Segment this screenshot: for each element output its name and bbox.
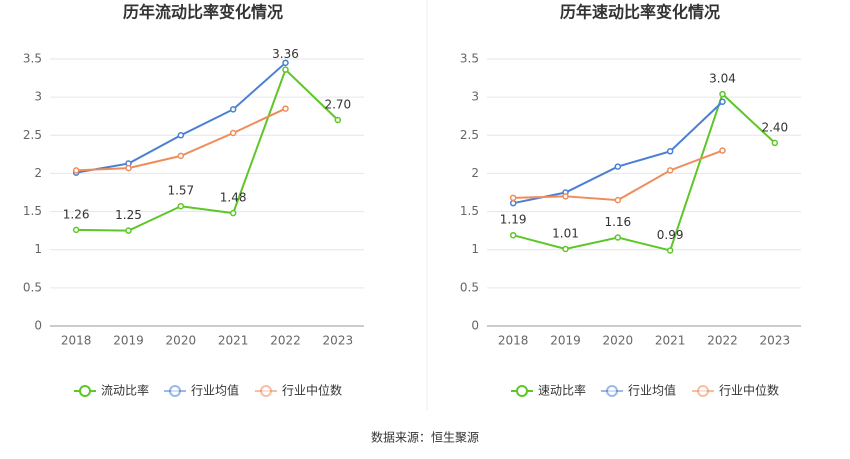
x-tick-label: 2019 [550,334,581,348]
legend-label: 流动比率 [101,383,149,398]
data-label: 1.19 [500,213,527,227]
legend-label: 行业均值 [191,383,239,398]
data-label: 3.36 [272,47,299,61]
data-point [666,247,674,254]
legend-marker [697,385,709,397]
data-point [282,105,289,112]
legend-marker [606,385,618,397]
data-label: 1.57 [167,184,194,198]
data-point [177,202,185,210]
x-tick-label: 2023 [323,334,354,348]
legend-marker [169,385,181,397]
y-tick-label: 0 [34,319,42,333]
legend-marker [260,385,272,397]
x-tick-label: 2022 [707,334,738,348]
data-point [177,152,185,160]
chart-title: 历年流动比率变化情况 [123,3,283,22]
x-tick-label: 2020 [603,334,634,348]
y-tick-label: 1 [34,242,42,256]
data-point [666,148,674,155]
y-tick-label: 0.5 [460,280,479,294]
data-label: 1.01 [552,226,579,240]
x-tick-label: 2023 [760,334,791,348]
data-point [509,199,517,207]
data-point [334,116,342,124]
data-point [282,59,289,67]
y-tick-label: 2 [34,166,42,180]
data-point [562,245,569,253]
y-tick-label: 3.5 [460,52,479,66]
x-tick-label: 2020 [166,334,197,348]
y-tick-label: 2.5 [23,128,42,142]
y-tick-label: 2 [471,166,479,180]
data-label: 1.25 [115,208,142,222]
data-point [614,196,622,204]
y-tick-label: 1.5 [460,204,479,218]
x-tick-label: 2018 [61,334,92,348]
data-point [72,226,80,234]
legend-label: 速动比率 [538,383,586,398]
legend-label: 行业中位数 [719,383,779,398]
data-point [229,129,237,137]
data-point [229,106,237,113]
data-point [125,164,132,172]
data-label: 1.16 [604,215,631,229]
legend-marker [79,385,91,397]
data-point [177,132,185,139]
data-point [719,98,726,105]
y-tick-label: 3 [471,90,479,104]
data-point [771,139,779,147]
data-label: 1.48 [220,191,247,205]
chart-title: 历年速动比率变化情况 [560,3,720,22]
source-note: 数据来源：恒生聚源 [371,430,479,445]
data-point [125,227,132,234]
data-point [72,167,80,174]
data-label: 2.70 [324,98,351,112]
legend-label: 行业均值 [628,383,676,398]
y-tick-label: 3 [34,90,42,104]
x-tick-label: 2018 [498,334,529,348]
series-line [512,92,776,252]
y-tick-label: 0 [471,319,479,333]
data-point [562,193,569,200]
series-line [76,107,286,172]
data-point [509,194,517,202]
x-tick-label: 2021 [655,334,686,348]
data-point [666,167,674,174]
y-tick-label: 3.5 [23,52,42,66]
x-tick-label: 2019 [113,334,144,348]
x-tick-label: 2022 [270,334,301,348]
legend-marker [516,385,528,397]
y-tick-label: 0.5 [23,280,42,294]
data-point [614,163,622,170]
y-tick-label: 1.5 [23,204,42,218]
data-label: 1.26 [63,207,90,221]
y-tick-label: 1 [471,242,479,256]
data-point [509,231,517,239]
data-point [719,147,726,154]
data-point [229,209,237,217]
data-label: 0.99 [657,228,684,242]
series-line [76,67,339,232]
x-tick-label: 2021 [218,334,249,348]
y-tick-label: 2.5 [460,128,479,142]
data-point [614,234,622,241]
series-line [513,149,723,202]
data-label: 3.04 [709,72,736,86]
data-label: 2.40 [761,120,788,134]
legend-label: 行业中位数 [282,383,342,398]
data-point [719,90,726,98]
data-point [282,66,289,73]
